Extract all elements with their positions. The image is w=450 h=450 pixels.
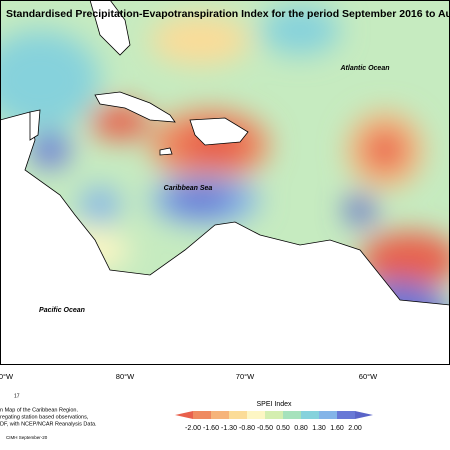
- legend-swatch: [337, 411, 355, 419]
- legend-swatch: [193, 411, 211, 419]
- note: n Map of the Caribbean Region.: [0, 407, 78, 413]
- longitude: 70°W: [236, 372, 255, 381]
- map: [0, 0, 450, 365]
- legend-tick: 1.60: [330, 425, 344, 432]
- legend-swatch: [283, 411, 301, 419]
- longitude: 0°W: [0, 372, 14, 381]
- map-label: Caribbean Sea: [164, 185, 213, 192]
- map-label: Pacific Ocean: [39, 307, 85, 314]
- longitude: 60°W: [359, 372, 378, 381]
- legend-swatch: [319, 411, 337, 419]
- note: regating station based observations,: [0, 414, 89, 420]
- legend-tick: -1.60: [203, 425, 219, 432]
- legend-swatch: [229, 411, 247, 419]
- legend-tick: -1.30: [221, 425, 237, 432]
- title: Standardised Precipitation-Evapotranspir…: [6, 8, 450, 20]
- legend-tick: -0.80: [239, 425, 255, 432]
- legend-swatch: [247, 411, 265, 419]
- legend-swatch: [355, 411, 373, 419]
- mark: 17: [14, 393, 20, 399]
- longitude: 80°W: [116, 372, 135, 381]
- legend-tick: 0.50: [276, 425, 290, 432]
- map-label: Atlantic Ocean: [339, 65, 389, 72]
- legend-tick: -0.50: [257, 425, 273, 432]
- legend-tick: 1.30: [312, 425, 326, 432]
- legend-tick: -2.00: [185, 425, 201, 432]
- legend-tick: 2.00: [348, 425, 362, 432]
- legend-swatch: [265, 411, 283, 419]
- legend-swatch: [211, 411, 229, 419]
- note: DF, with NCEP/NCAR Reanalysis Data.: [0, 421, 97, 427]
- legend-swatch: [175, 411, 193, 419]
- legend-tick: 0.80: [294, 425, 308, 432]
- credit: CIMH September-20: [6, 435, 48, 440]
- legend-title: SPEI Index: [256, 401, 292, 408]
- legend-swatch: [301, 411, 319, 419]
